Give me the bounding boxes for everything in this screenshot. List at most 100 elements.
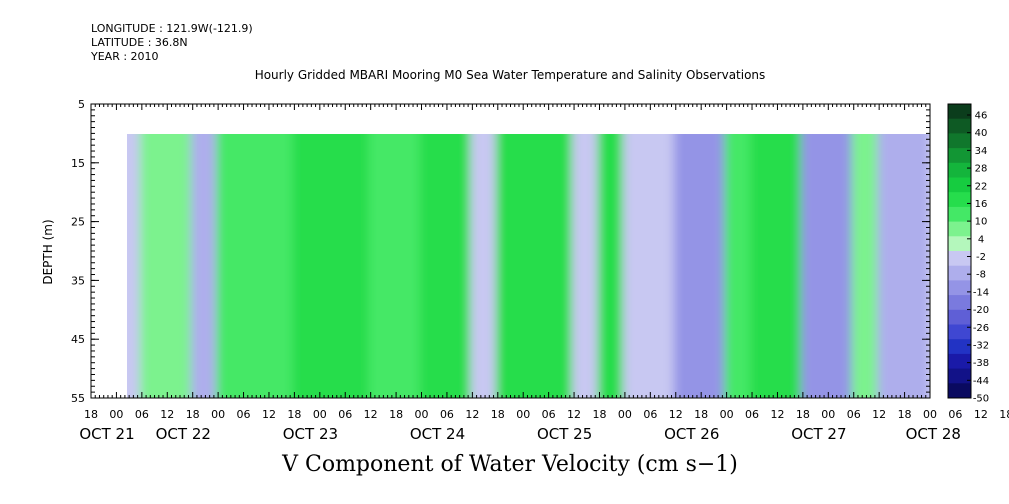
x-axis: 18 00 06 12 18 00 06 12 18 00 06 12 18 00 06 12 18 00 06 12… (79, 392, 1009, 443)
colorbar-label-0: 46 (975, 111, 988, 122)
x-day-label-4: OCT 25 (537, 425, 592, 443)
heatmap-bands (127, 134, 930, 398)
colorbar-label-14: -38 (973, 358, 989, 369)
colorbar-swatch-19 (948, 383, 971, 399)
colorbar-swatch-16 (948, 339, 971, 355)
x-day-label-2: OCT 23 (283, 425, 338, 443)
x-tick-label-35: 12 (974, 408, 988, 421)
colorbar-label-6: 10 (975, 217, 988, 228)
colorbar-swatch-14 (948, 309, 971, 325)
x-tick-label-21: 00 (618, 408, 632, 421)
x-tick-label-18: 06 (542, 408, 556, 421)
colorbar-swatch-10 (948, 251, 971, 267)
latitude-label: LATITUDE : 36.8N (91, 36, 188, 49)
y-axis-label: DEPTH (m) (41, 219, 55, 284)
y-tick-label-5: 55 (71, 392, 85, 405)
x-tick-label-33: 00 (923, 408, 937, 421)
heatmap-band-3 (216, 134, 297, 398)
x-tick-label-22: 06 (643, 408, 657, 421)
colorbar-label-1: 40 (975, 128, 988, 139)
colorbar-label-10: -14 (973, 287, 989, 298)
colorbar-label-2: 34 (975, 146, 988, 157)
colorbar-swatch-7 (948, 206, 971, 223)
x-tick-label-6: 06 (237, 408, 251, 421)
heatmap-band-1 (139, 134, 195, 398)
x-tick-label-36: 18 (999, 408, 1009, 421)
x-tick-label-4: 18 (186, 408, 200, 421)
colorbar-swatch-12 (948, 280, 971, 296)
colorbar-swatch-1 (948, 118, 971, 134)
x-tick-label-10: 06 (338, 408, 352, 421)
heatmap-band-13 (724, 134, 755, 398)
longitude-label: LONGITUDE : 121.9W(-121.9) (91, 22, 253, 35)
x-tick-label-9: 00 (313, 408, 327, 421)
x-tick-label-14: 06 (440, 408, 454, 421)
colorbar-label-9: -8 (976, 270, 986, 281)
x-tick-label-8: 18 (287, 408, 301, 421)
x-tick-label-16: 18 (491, 408, 505, 421)
x-tick-label-26: 06 (745, 408, 759, 421)
x-day-label-6: OCT 27 (791, 425, 846, 443)
heatmap-band-15 (800, 134, 856, 398)
colorbar-frame (947, 103, 972, 399)
colorbar-swatch-8 (948, 221, 971, 237)
x-day-label-1: OCT 22 (156, 425, 211, 443)
plot-area (90, 103, 931, 399)
x-tick-label-27: 12 (770, 408, 784, 421)
colorbar-swatch-3 (948, 148, 971, 164)
colorbar-label-7: 4 (978, 234, 984, 245)
colorbar-swatch-11 (948, 265, 971, 281)
colorbar-swatch-15 (948, 324, 971, 340)
y-tick-label-2: 25 (71, 216, 85, 229)
chart-title: Hourly Gridded MBARI Mooring M0 Sea Wate… (254, 68, 766, 82)
x-day-label-3: OCT 24 (410, 425, 465, 443)
colorbar-swatch-17 (948, 353, 971, 370)
colorbar-swatch-5 (948, 177, 971, 193)
x-tick-label-31: 12 (872, 408, 886, 421)
x-tick-label-1: 00 (109, 408, 123, 421)
colorbar-swatch-2 (948, 133, 971, 149)
y-axis: 5 15 25 35 45 55 (71, 98, 930, 405)
heatmap-band-9 (572, 134, 602, 398)
heatmap-band-16 (851, 134, 882, 398)
x-tick-label-13: 00 (415, 408, 429, 421)
x-tick-label-5: 00 (211, 408, 225, 421)
y-tick-label-4: 45 (71, 333, 85, 346)
x-day-label-0: OCT 21 (79, 425, 134, 443)
colorbar-label-5: 16 (975, 199, 988, 210)
heatmap-band-6 (419, 134, 475, 398)
heatmap-band-10 (597, 134, 627, 398)
x-tick-label-28: 18 (796, 408, 810, 421)
x-tick-label-25: 00 (720, 408, 734, 421)
heatmap-band-14 (750, 134, 805, 398)
x-tick-label-20: 18 (592, 408, 606, 421)
colorbar-swatch-6 (948, 192, 971, 208)
header-metadata: LONGITUDE : 121.9W(-121.9) LATITUDE : 36… (91, 22, 253, 64)
year-label: YEAR : 2010 (91, 50, 159, 63)
x-tick-label-32: 18 (898, 408, 912, 421)
x-tick-label-34: 06 (948, 408, 962, 421)
x-day-label-7: OCT 28 (906, 425, 961, 443)
x-tick-label-11: 12 (364, 408, 378, 421)
y-tick-label-3: 35 (71, 274, 85, 287)
colorbar-label-15: -44 (973, 376, 989, 387)
colorbar: 46 40 34 28 22 16 10 4 -2 -8 -14 -20 -26 -32 -38 -44 -50 (947, 103, 989, 405)
y-tick-label-0: 5 (78, 98, 85, 111)
x-tick-label-15: 12 (465, 408, 479, 421)
heatmap-band-2 (190, 134, 221, 398)
x-tick-label-19: 12 (567, 408, 581, 421)
x-tick-label-24: 18 (694, 408, 708, 421)
heatmap-band-5 (368, 134, 424, 398)
x-tick-label-7: 12 (262, 408, 276, 421)
colorbar-label-4: 22 (975, 181, 988, 192)
colorbar-label-16: -50 (973, 394, 989, 405)
heatmap-band-0 (127, 134, 144, 398)
x-tick-label-30: 06 (847, 408, 861, 421)
x-tick-label-12: 18 (389, 408, 403, 421)
x-axis-label: V Component of Water Velocity (cm s−1) (282, 452, 738, 477)
colorbar-swatch-9 (948, 236, 971, 252)
colorbar-label-12: -26 (973, 323, 989, 334)
colorbar-swatch-18 (948, 368, 971, 384)
x-tick-label-0: 18 (84, 408, 98, 421)
x-tick-label-29: 00 (821, 408, 835, 421)
